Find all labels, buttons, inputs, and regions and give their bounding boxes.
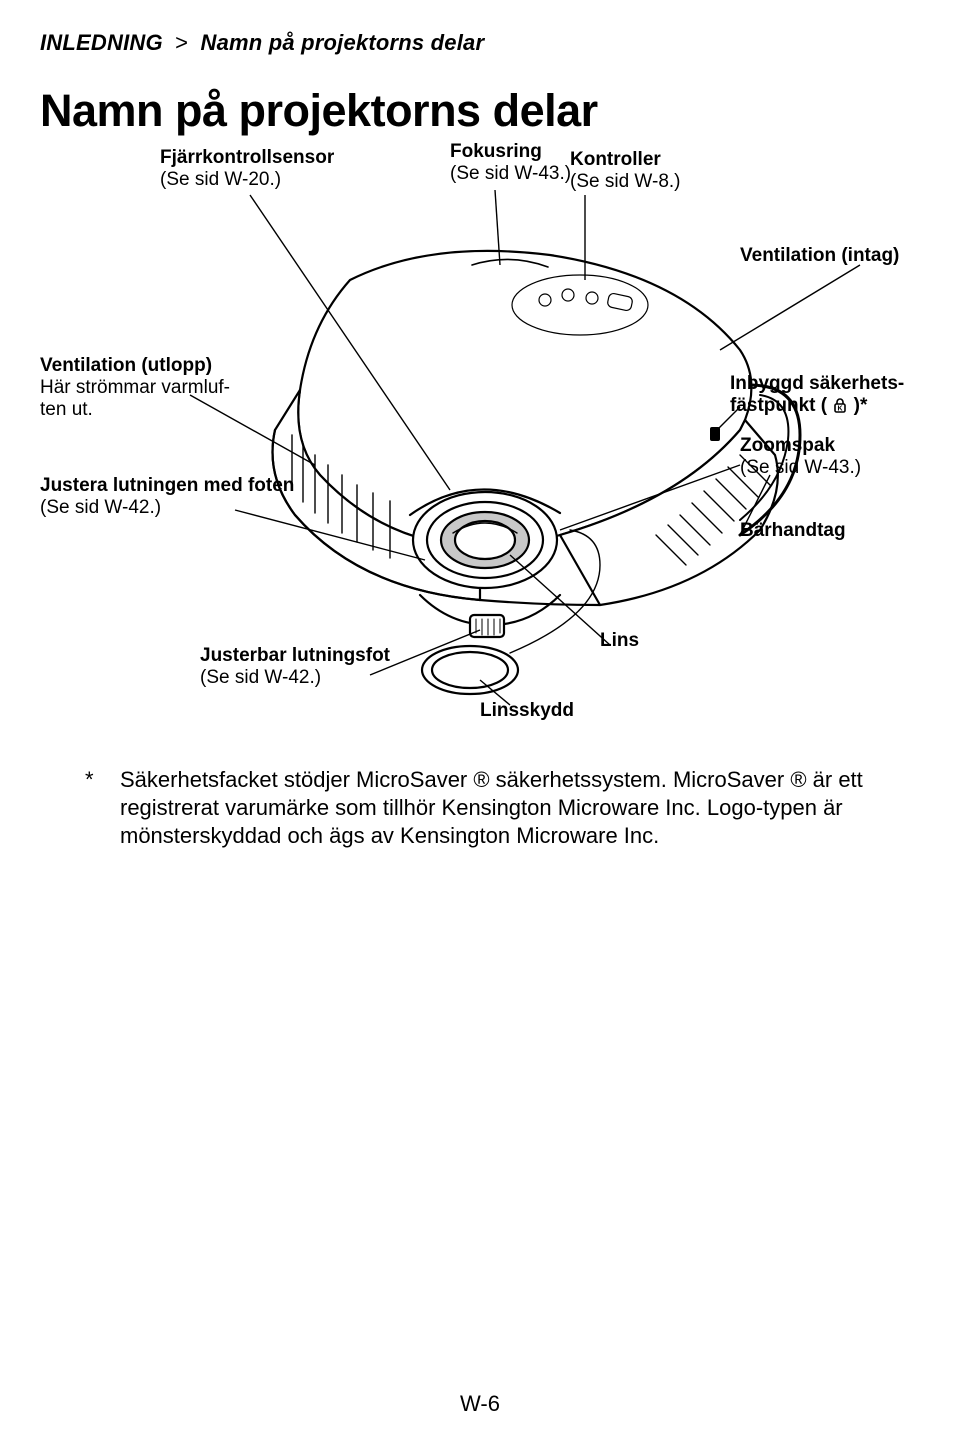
page-number: W-6 [0, 1391, 960, 1417]
breadcrumb-separator: > [175, 30, 188, 55]
label-security-l2b: )* [854, 395, 868, 416]
label-tilt-adjust-title: Justera lutningen med foten [40, 475, 310, 497]
label-lens-title: Lins [600, 630, 639, 652]
label-security: Inbyggd säkerhets- fästpunkt ( K )* [730, 373, 930, 417]
label-tilt-foot-title: Justerbar lutningsfot [200, 645, 390, 667]
label-zoom-title: Zoomspak [740, 435, 861, 457]
label-controls-title: Kontroller [570, 149, 681, 171]
label-vent-in: Ventilation (intag) [740, 245, 899, 267]
label-tilt-foot-sub: (Se sid W-42.) [200, 667, 390, 689]
breadcrumb-title: Namn på projektorns delar [201, 30, 485, 55]
label-tilt-foot: Justerbar lutningsfot (Se sid W-42.) [200, 645, 390, 689]
diagram: Fjärrkontrollsensor (Se sid W-20.) Fokus… [40, 135, 920, 755]
label-vent-out-sub: Här strömmar varmluf- ten ut. [40, 377, 260, 421]
label-vent-out-title: Ventilation (utlopp) [40, 355, 260, 377]
label-tilt-adjust-sub: (Se sid W-42.) [40, 497, 310, 519]
label-security-l2a: fästpunkt ( [730, 395, 827, 416]
footnote: * Säkerhetsfacket stödjer MicroSaver ® s… [120, 766, 920, 850]
breadcrumb: INLEDNING > Namn på projektorns delar [40, 30, 484, 56]
page: INLEDNING > Namn på projektorns delar Na… [0, 0, 960, 1445]
label-remote-sensor-sub: (Se sid W-20.) [160, 169, 334, 191]
label-lens: Lins [600, 630, 639, 652]
label-focus-ring: Fokusring (Se sid W-43.) [450, 141, 571, 185]
footnote-text: Säkerhetsfacket stödjer MicroSaver ® säk… [120, 767, 863, 848]
label-tilt-adjust: Justera lutningen med foten (Se sid W-42… [40, 475, 310, 519]
label-remote-sensor: Fjärrkontrollsensor (Se sid W-20.) [160, 147, 334, 191]
label-vent-in-title: Ventilation (intag) [740, 245, 899, 267]
label-zoom: Zoomspak (Se sid W-43.) [740, 435, 861, 479]
label-controls-sub: (Se sid W-8.) [570, 171, 681, 193]
label-handle: Bärhandtag [740, 520, 846, 542]
label-vent-out: Ventilation (utlopp) Här strömmar varmlu… [40, 355, 260, 421]
label-zoom-sub: (Se sid W-43.) [740, 457, 861, 479]
label-security-l1: Inbyggd säkerhets- [730, 373, 904, 394]
footnote-star: * [85, 766, 94, 794]
label-lens-cap: Linsskydd [480, 700, 574, 722]
label-remote-sensor-title: Fjärrkontrollsensor [160, 147, 334, 169]
label-lens-cap-title: Linsskydd [480, 700, 574, 722]
breadcrumb-section: INLEDNING [40, 30, 163, 55]
page-title: Namn på projektorns delar [40, 85, 598, 137]
label-controls: Kontroller (Se sid W-8.) [570, 149, 681, 193]
svg-text:K: K [838, 405, 843, 412]
label-handle-title: Bärhandtag [740, 520, 846, 542]
label-focus-ring-sub: (Se sid W-43.) [450, 163, 571, 185]
lock-icon: K [832, 397, 848, 413]
label-focus-ring-title: Fokusring [450, 141, 571, 163]
